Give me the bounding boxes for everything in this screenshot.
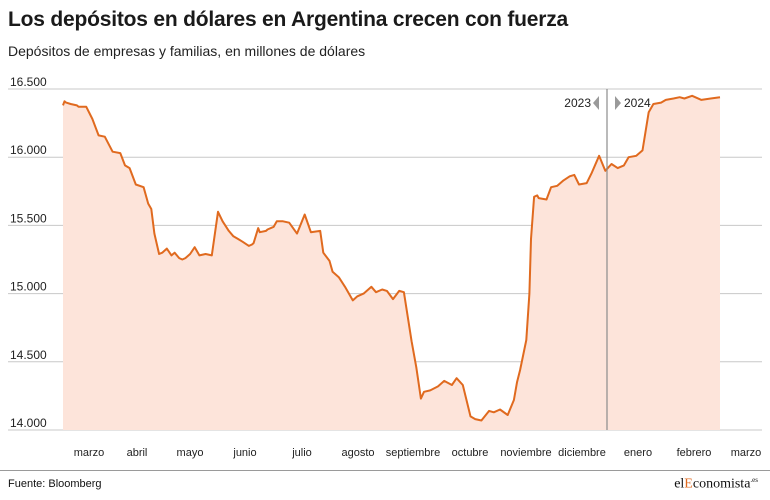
footer-divider bbox=[0, 470, 770, 471]
source-note: Fuente: Bloomberg bbox=[8, 478, 102, 490]
x-tick-label: diciembre bbox=[558, 447, 606, 459]
x-tick-label: junio bbox=[232, 447, 256, 459]
x-tick-label: julio bbox=[291, 447, 312, 459]
x-tick-label: abril bbox=[127, 447, 148, 459]
series-area bbox=[63, 95, 720, 431]
series-line bbox=[62, 94, 721, 422]
x-tick-label: octubre bbox=[452, 447, 489, 459]
x-tick-label: marzo bbox=[74, 447, 105, 459]
arrow-left-icon bbox=[593, 96, 599, 110]
y-tick-label: 15.000 bbox=[10, 280, 47, 294]
x-tick-label: noviembre bbox=[500, 447, 551, 459]
year-label-before: 2023 bbox=[564, 96, 591, 110]
y-tick-label: 16.000 bbox=[10, 143, 47, 157]
deposits-chart: 14.000 14.500 15.000 15.500 16.000 16.500 marz… bbox=[8, 75, 762, 459]
chart-title: Los depósitos en dólares en Argentina cr… bbox=[8, 8, 569, 31]
chart-subtitle: Depósitos de empresas y familias, en mil… bbox=[8, 43, 366, 59]
x-tick-label: mayo bbox=[177, 447, 204, 459]
y-tick-label: 14.500 bbox=[10, 348, 47, 362]
x-tick-label: enero bbox=[624, 447, 652, 459]
x-tick-label: marzo bbox=[731, 447, 762, 459]
year-label-after: 2024 bbox=[624, 96, 651, 110]
arrow-right-icon bbox=[615, 96, 621, 110]
x-tick-label: agosto bbox=[341, 447, 374, 459]
y-tick-label: 14.000 bbox=[10, 416, 47, 430]
x-tick-label: febrero bbox=[677, 447, 712, 459]
y-tick-label: 16.500 bbox=[10, 75, 47, 89]
publisher-logo: elEconomista.es bbox=[674, 476, 758, 492]
y-tick-label: 15.500 bbox=[10, 211, 47, 225]
x-tick-label: septiembre bbox=[386, 447, 440, 459]
